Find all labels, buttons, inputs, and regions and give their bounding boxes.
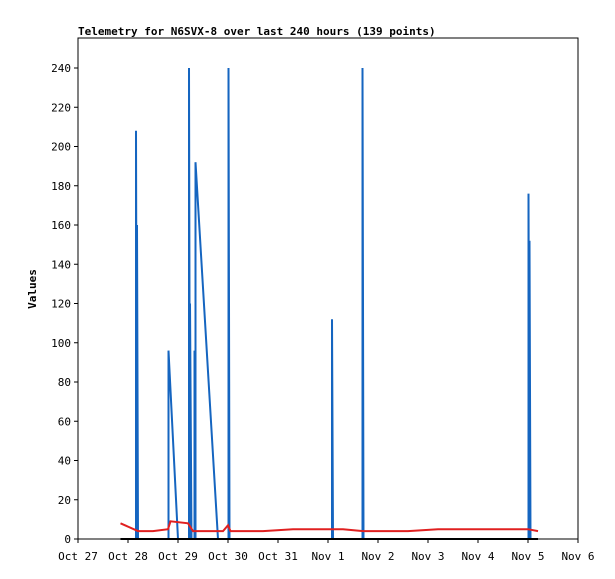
x-axis: Oct 27 Oct 28 Oct 29 Oct 30 Oct 31 Nov 1 Nov 2… [58, 539, 595, 563]
series-line-1 [120, 520, 539, 533]
y-tick-label: 60 [58, 415, 71, 428]
y-tick-label: 80 [58, 376, 71, 389]
y-axis: 0 20 40 60 80 100 120 140 160 180 200 220 240 [51, 62, 78, 546]
x-tick-label: Nov 6 [561, 550, 594, 563]
x-tick-label: Oct 30 [208, 550, 248, 563]
x-tick-label: Nov 2 [361, 550, 394, 563]
y-tick-label: 160 [51, 219, 71, 232]
y-tick-label: 240 [51, 62, 71, 75]
series-layer [120, 67, 539, 540]
x-tick-label: Nov 4 [461, 550, 494, 563]
x-tick-label: Oct 28 [108, 550, 148, 563]
y-tick-label: 140 [51, 258, 71, 271]
x-tick-label: Oct 31 [258, 550, 298, 563]
x-tick-label: Oct 27 [58, 550, 98, 563]
y-tick-label: 100 [51, 337, 71, 350]
x-tick-label: Nov 1 [311, 550, 344, 563]
y-tick-label: 20 [58, 494, 71, 507]
y-tick-label: 40 [58, 455, 71, 468]
y-axis-label: Values [26, 269, 39, 309]
y-tick-label: 120 [51, 298, 71, 311]
y-tick-label: 180 [51, 180, 71, 193]
x-tick-label: Nov 5 [511, 550, 544, 563]
x-tick-label: Nov 3 [411, 550, 444, 563]
y-tick-label: 200 [51, 141, 71, 154]
series-line-0 [135, 67, 532, 540]
y-tick-label: 0 [64, 533, 71, 546]
y-tick-label: 220 [51, 101, 71, 114]
chart-title: Telemetry for N6SVX-8 over last 240 hour… [78, 25, 436, 38]
x-tick-label: Oct 29 [158, 550, 198, 563]
plot-area [77, 37, 579, 540]
